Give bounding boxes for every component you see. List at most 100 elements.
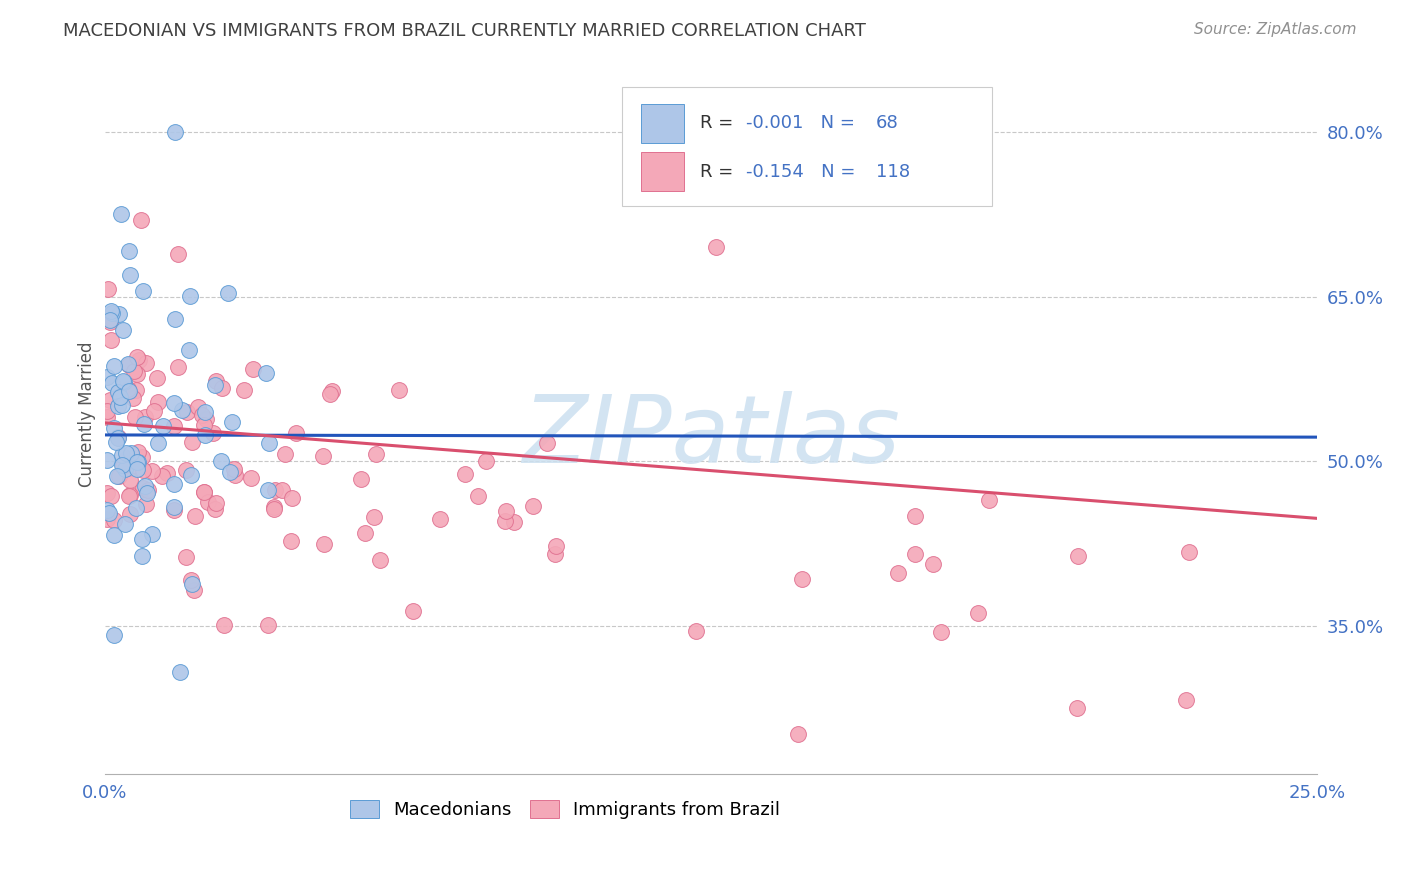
Point [205, 496, 228, 510]
Point [259, 436, 281, 450]
Point [929, 624, 952, 639]
Point [172, 402, 194, 417]
Point [128, 353, 150, 368]
Point [219, 466, 242, 480]
Point [543, 547, 565, 561]
Point [174, 550, 197, 565]
Point [312, 449, 335, 463]
Point [120, 446, 142, 460]
Point [183, 582, 205, 597]
Point [96, 453, 118, 467]
Text: -0.001   N =: -0.001 N = [747, 114, 860, 132]
Point [312, 537, 335, 551]
Point [100, 306, 122, 320]
Point [124, 384, 146, 398]
Legend: Macedonians, Immigrants from Brazil: Macedonians, Immigrants from Brazil [343, 792, 787, 826]
Point [98, 315, 121, 329]
Text: 68: 68 [876, 114, 898, 132]
Point [1066, 701, 1088, 715]
Point [110, 207, 132, 221]
Point [107, 384, 129, 399]
Point [467, 489, 489, 503]
Point [194, 411, 217, 425]
Point [115, 451, 138, 466]
Point [96, 503, 118, 517]
Point [209, 454, 232, 468]
Point [150, 469, 173, 483]
Point [263, 502, 285, 516]
Y-axis label: Currently Married: Currently Married [79, 342, 96, 487]
Point [494, 514, 516, 528]
Point [522, 499, 544, 513]
Point [118, 473, 141, 487]
Point [1178, 545, 1201, 559]
Point [101, 376, 124, 391]
Point [222, 461, 245, 475]
FancyBboxPatch shape [623, 87, 993, 206]
Point [125, 455, 148, 469]
Point [350, 472, 373, 486]
Point [162, 477, 184, 491]
Point [115, 446, 138, 460]
Point [131, 549, 153, 563]
Point [169, 665, 191, 679]
Point [96, 404, 118, 418]
Point [191, 408, 214, 422]
Point [163, 125, 186, 139]
Point [114, 461, 136, 475]
Point [163, 503, 186, 517]
Point [264, 483, 287, 497]
Point [193, 485, 215, 500]
Point [132, 284, 155, 298]
Text: 118: 118 [876, 162, 910, 180]
Point [111, 323, 134, 337]
Point [271, 483, 294, 497]
Point [122, 364, 145, 378]
Point [197, 495, 219, 509]
Point [184, 508, 207, 523]
Point [111, 448, 134, 462]
Point [239, 471, 262, 485]
Point [136, 483, 159, 497]
Point [180, 573, 202, 587]
Point [979, 492, 1001, 507]
Text: MACEDONIAN VS IMMIGRANTS FROM BRAZIL CURRENTLY MARRIED CORRELATION CHART: MACEDONIAN VS IMMIGRANTS FROM BRAZIL CUR… [63, 22, 866, 40]
Point [96, 486, 118, 500]
Point [114, 516, 136, 531]
Point [135, 497, 157, 511]
Point [108, 390, 131, 404]
Text: R =: R = [700, 114, 740, 132]
Point [167, 247, 190, 261]
Point [205, 374, 228, 388]
Point [202, 426, 225, 441]
Point [112, 375, 135, 389]
Point [475, 454, 498, 468]
Point [214, 617, 236, 632]
FancyBboxPatch shape [641, 153, 685, 191]
Point [131, 450, 153, 464]
Point [146, 395, 169, 409]
Point [904, 509, 927, 524]
Point [122, 391, 145, 405]
Point [546, 539, 568, 553]
Point [187, 400, 209, 414]
Point [319, 386, 342, 401]
Point [112, 375, 135, 389]
Point [118, 489, 141, 503]
Point [103, 628, 125, 642]
Point [156, 466, 179, 480]
Point [125, 462, 148, 476]
Point [536, 436, 558, 450]
Point [103, 513, 125, 527]
Point [254, 366, 277, 380]
FancyBboxPatch shape [641, 104, 685, 143]
Text: Source: ZipAtlas.com: Source: ZipAtlas.com [1194, 22, 1357, 37]
Point [353, 526, 375, 541]
Point [100, 489, 122, 503]
Text: -0.154   N =: -0.154 N = [747, 162, 860, 180]
Point [107, 307, 129, 321]
Point [141, 527, 163, 541]
Point [368, 553, 391, 567]
Point [193, 417, 215, 432]
Point [321, 384, 343, 399]
